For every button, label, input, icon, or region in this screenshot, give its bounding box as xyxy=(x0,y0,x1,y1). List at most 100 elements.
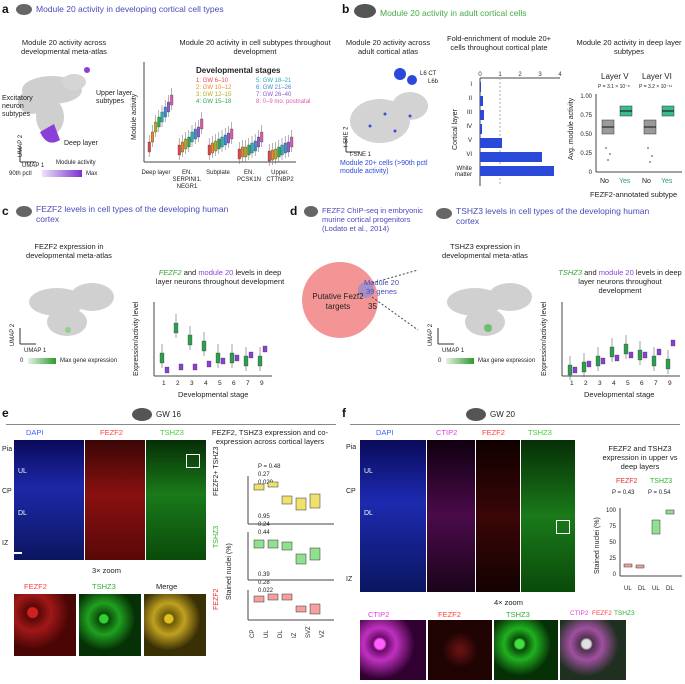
panel-d-title: FEZF2 ChIP-seq in embryonic murine corti… xyxy=(322,206,423,233)
a-box xyxy=(154,121,158,133)
b-bar xyxy=(480,124,482,134)
e-xcat: IZ xyxy=(292,632,298,638)
b-deep-boxplot xyxy=(595,94,682,173)
b-category-label: VI xyxy=(466,152,472,158)
a-box xyxy=(283,142,287,154)
a-group-label: Deep layer xyxy=(141,170,171,176)
xtick: 1 xyxy=(570,380,574,387)
c-xlabel: Developmental stage xyxy=(178,390,249,399)
a-group-label: Subplate xyxy=(206,170,230,176)
f-z-m-fezf2: FEZF2 xyxy=(592,610,612,617)
a-stage-legend: 1: GW 6–10 2: GW 10–12 3: GW 12–15 4: GW 15… xyxy=(196,78,346,108)
gene-box xyxy=(229,352,235,364)
b-bar xyxy=(480,96,483,106)
f-z-fezf2: FEZF2 xyxy=(438,610,461,619)
panel-b-title: Module 20 activity in adult cortical cel… xyxy=(380,8,527,18)
d-title-and: and xyxy=(584,268,597,277)
xtick: 6 xyxy=(232,380,236,387)
a-box xyxy=(237,148,241,160)
f-dl: DL xyxy=(364,510,373,517)
b-tsne-title: Module 20 activity across adult cortical… xyxy=(345,38,431,56)
e-ylabel: Stained nuclei (%) xyxy=(226,543,233,600)
c-umap-title: FEZF2 expression in developmental meta-a… xyxy=(26,242,112,260)
f-z-tshz3: TSHZ3 xyxy=(506,610,530,619)
d-xticks: 1 2 3 4 5 6 7 9 xyxy=(558,380,682,390)
a-box-title: Module 20 activity in cell subtypes thro… xyxy=(179,38,331,56)
e-p2-2: 0.44 xyxy=(258,530,270,536)
e-p1-0: P = 0.48 xyxy=(258,464,281,470)
b-bar xyxy=(480,110,484,120)
a-box xyxy=(223,134,227,146)
e-ul: UL xyxy=(18,468,27,475)
a-box xyxy=(157,116,161,128)
c-title-tail: levels in deep layer neurons throughout … xyxy=(155,268,285,286)
a-group-label: Upper. CTTNBP2 xyxy=(266,170,294,183)
f-g1: FEZF2 xyxy=(616,478,638,485)
b-l6ct: L6 CT xyxy=(420,71,437,77)
a-stage-item: 3: GW 12–15 xyxy=(196,92,232,98)
fetus-icon xyxy=(466,408,486,421)
d-ylabel: Expression/activity level xyxy=(541,301,548,376)
b-no2: No xyxy=(642,178,651,185)
e-xcat: UL xyxy=(264,630,270,638)
b-fold-title: Fold-enrichment of module 20+ cells thro… xyxy=(446,34,551,52)
module-box xyxy=(614,354,620,362)
module-box xyxy=(206,360,212,368)
e-cp: CP xyxy=(2,488,12,495)
c-umap-plot xyxy=(19,283,114,345)
e-xcat: CP xyxy=(250,629,256,638)
f-z-tshz3-image xyxy=(494,620,558,680)
e-y1: FEZF2+ TSHZ3 xyxy=(213,446,220,496)
b-deep-xtitle: FEZF2-annotated subtype xyxy=(590,190,678,199)
f-z-m-tshz3: TSHZ3 xyxy=(614,610,635,617)
b-category-label: White matter xyxy=(454,166,472,178)
a-box xyxy=(214,140,218,152)
f-dapi-image xyxy=(360,440,426,592)
b-category-label: II xyxy=(468,96,472,102)
a-box xyxy=(177,144,181,156)
a-group-labels: Deep layer EN. SERPINI1. NEGR1 Subplate EN.… xyxy=(140,170,300,194)
fetus-icon xyxy=(132,408,152,421)
f-fezf2: FEZF2 xyxy=(482,428,505,437)
panel-c-title: FEZF2 levels in cell types of the develo… xyxy=(36,204,229,224)
f-right-plot xyxy=(619,508,682,577)
b-category-label: IV xyxy=(466,124,472,130)
f-z-merge-image xyxy=(560,620,626,680)
b-bar xyxy=(480,82,481,92)
a-stage-item: 2: GW 10–12 xyxy=(196,85,232,91)
b-category-label: I xyxy=(470,82,472,88)
f-pia: Pia xyxy=(346,444,357,451)
f-ul: UL xyxy=(364,468,373,475)
e-xcat: VZ xyxy=(320,630,326,638)
e-divider xyxy=(6,424,336,425)
xtick: 5 xyxy=(218,380,222,387)
a-box xyxy=(211,142,214,154)
xtick: 7 xyxy=(654,380,658,387)
a-box xyxy=(280,144,284,156)
gene-box xyxy=(609,346,615,358)
b-tsne-note: Module 20+ cells (>90th pctl module acti… xyxy=(340,160,428,175)
e-xcat: DL xyxy=(278,630,284,638)
f-xcats: UL DL UL DL xyxy=(620,586,685,602)
a-box xyxy=(267,150,271,162)
gene-box xyxy=(651,355,657,367)
module-box xyxy=(656,348,662,356)
a-box xyxy=(197,126,200,138)
a-box xyxy=(250,142,254,154)
f-tshz3: TSHZ3 xyxy=(528,428,552,437)
e-z-fezf2-image xyxy=(14,594,76,656)
e-badge: GW 16 xyxy=(156,410,181,419)
panel-a-title: Module 20 activity in developing cortica… xyxy=(36,4,224,14)
a-legend-low: 90th pctl xyxy=(9,171,32,177)
a-box xyxy=(217,138,221,150)
b-yes2: Yes xyxy=(661,178,673,185)
b-layer5: Layer V xyxy=(601,72,629,81)
c-umap2: UMAP 2 xyxy=(10,323,17,347)
gene-box xyxy=(215,352,221,364)
a-group-label: EN. PCSK1N xyxy=(236,170,261,183)
b-p5: P = 3.1 × 10⁻⁸ xyxy=(598,84,630,90)
xtick: 9 xyxy=(260,380,264,387)
a-ylabel: Module activity xyxy=(131,93,138,140)
gene-box xyxy=(665,358,671,370)
a-umap-plot xyxy=(18,67,90,163)
